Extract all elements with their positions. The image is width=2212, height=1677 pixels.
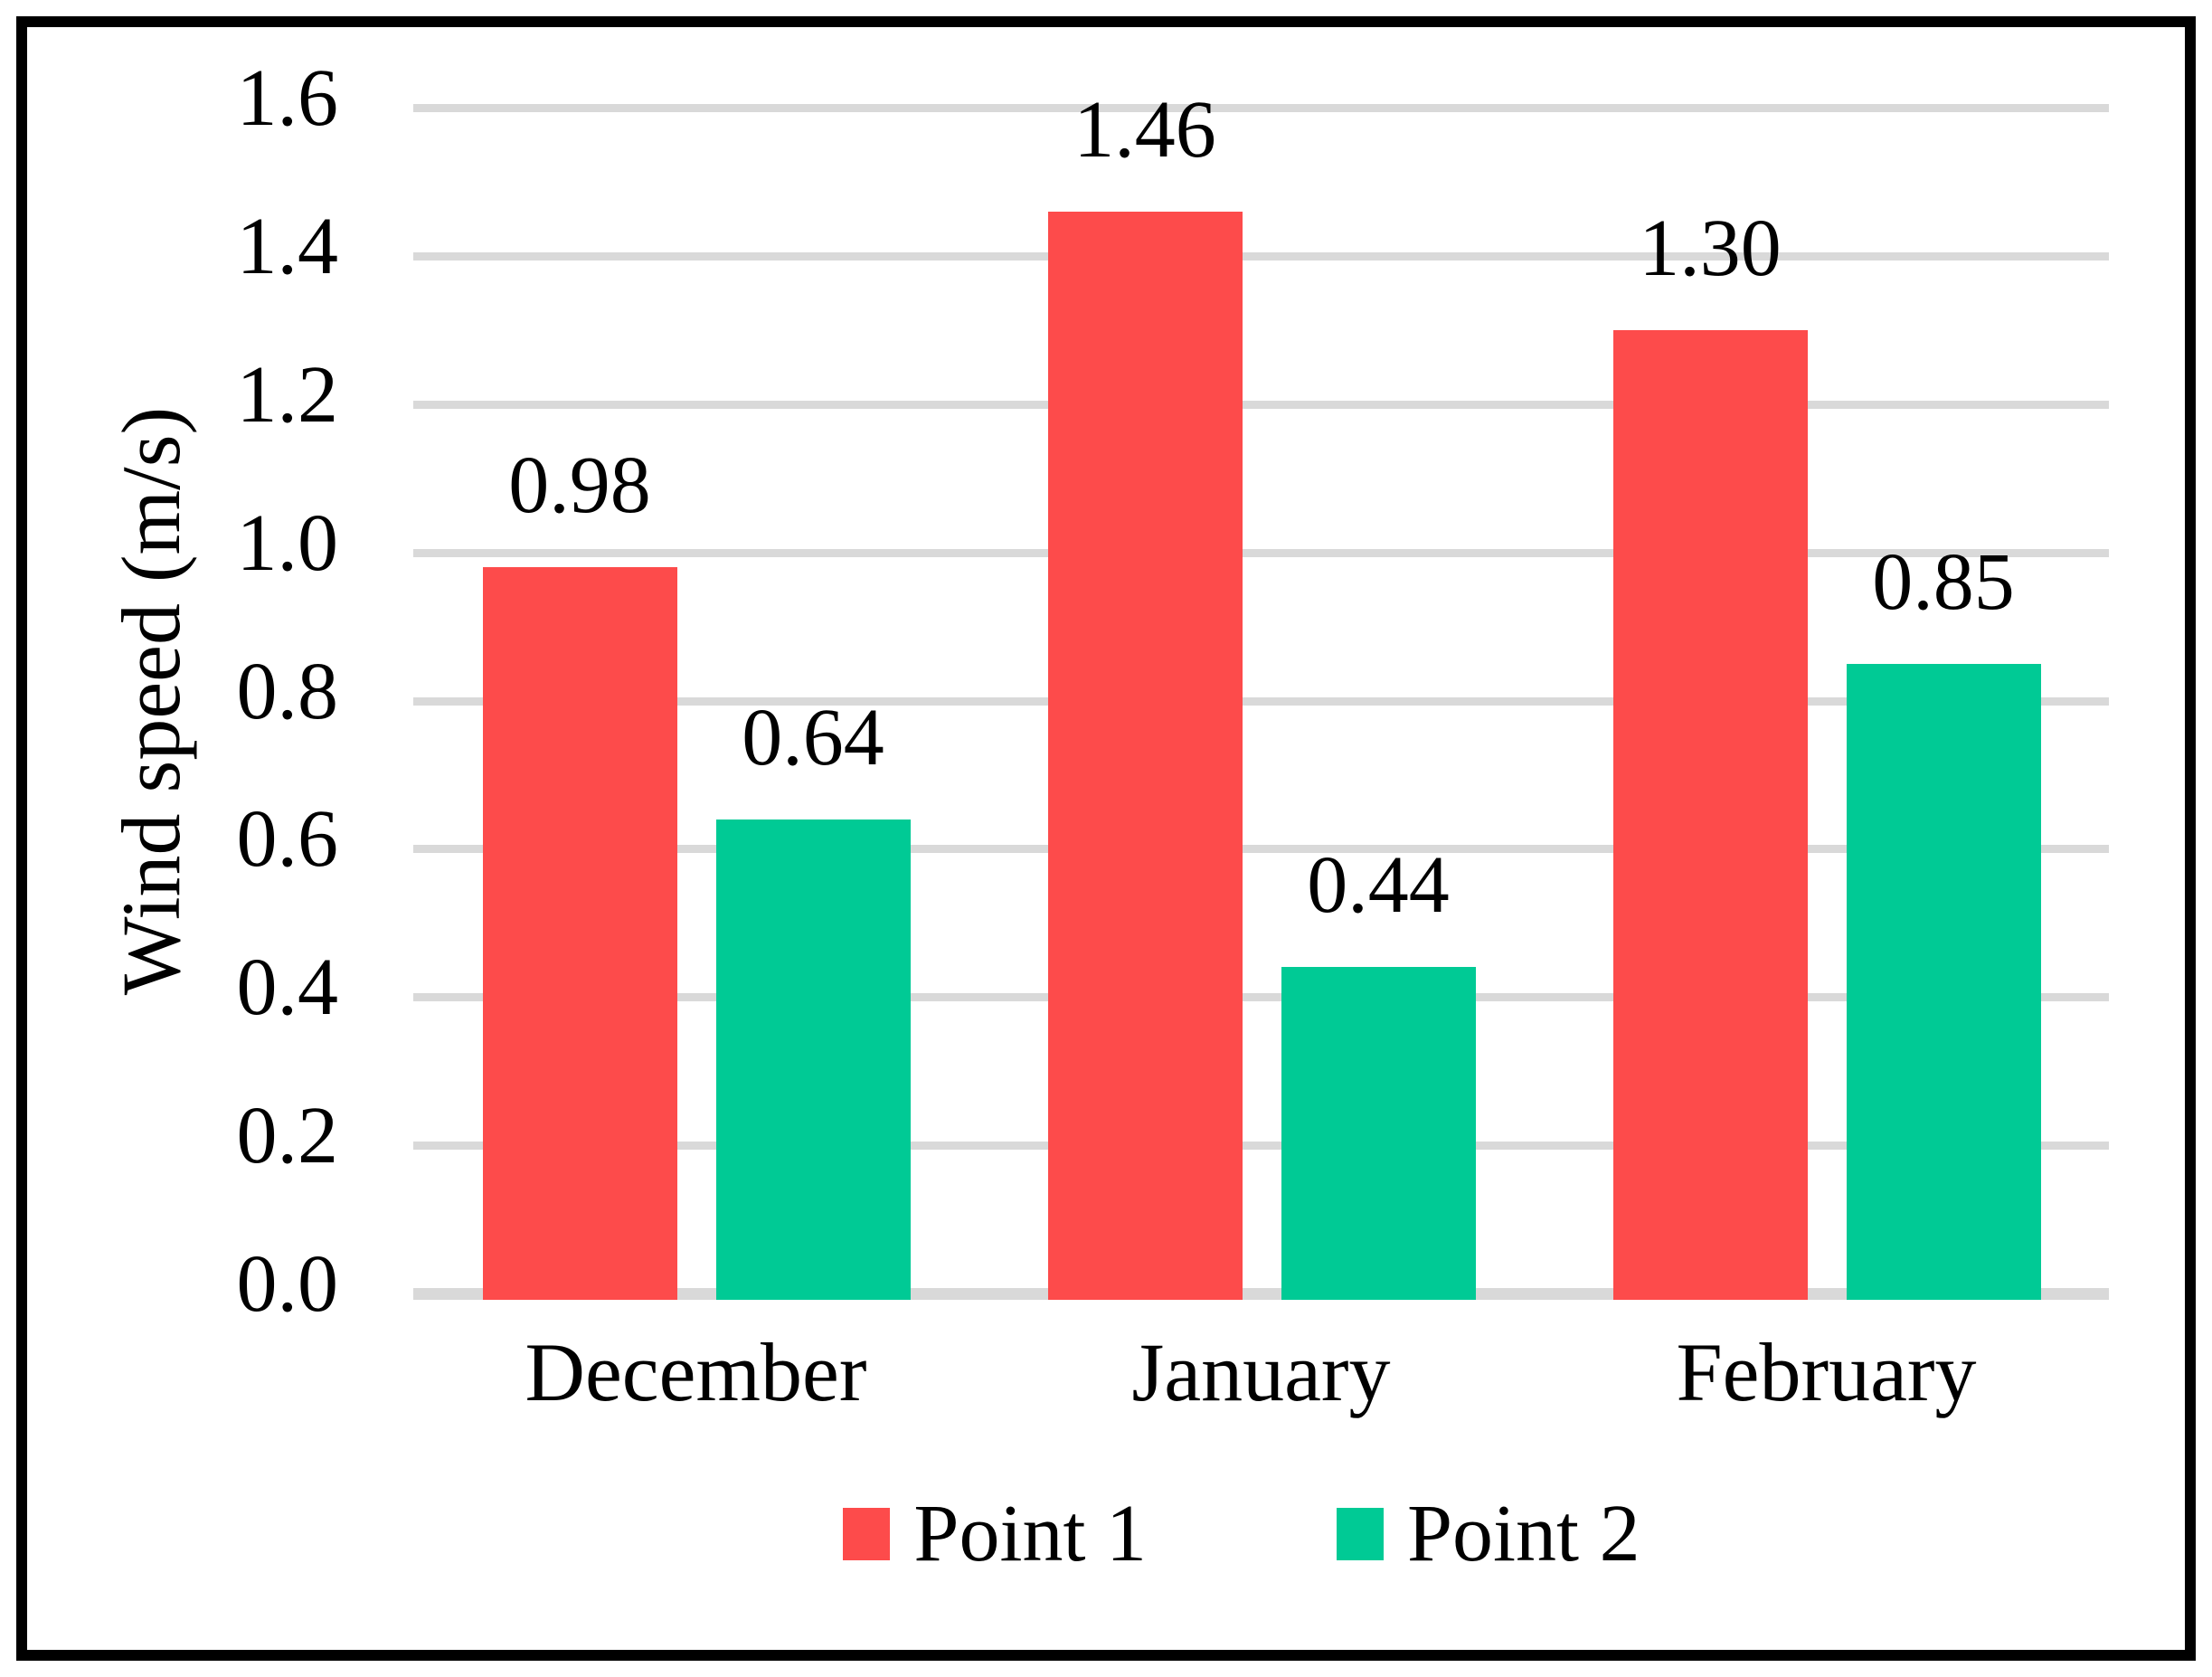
value-label-point-1-december: 0.98 <box>508 441 651 530</box>
legend-swatch-point-2 <box>1337 1507 1384 1560</box>
y-tick-label-0-6: 0.6 <box>236 794 339 885</box>
gridline-1-2 <box>413 400 2109 409</box>
x-category-label-january: January <box>1131 1326 1391 1418</box>
bar-point-1-january <box>1047 211 1243 1300</box>
value-label-point-1-february: 1.30 <box>1639 203 1782 293</box>
bar-point-2-december <box>715 819 911 1300</box>
bar-point-2-january <box>1281 967 1476 1300</box>
legend: Point 1 Point 2 <box>136 1482 2212 1586</box>
value-label-point-2-february: 0.85 <box>1872 536 2015 627</box>
gridline-0-4 <box>413 993 2109 1002</box>
y-tick-label-0-0: 0.0 <box>236 1239 339 1329</box>
bar-point-2-february <box>1846 663 2041 1300</box>
bar-point-1-february <box>1612 329 1808 1300</box>
gridline-1-4 <box>413 251 2109 261</box>
y-tick-label-0-2: 0.2 <box>236 1091 339 1181</box>
x-category-label-february: February <box>1676 1326 1977 1418</box>
y-tick-label-1-4: 1.4 <box>236 201 339 291</box>
y-tick-label-0-8: 0.8 <box>236 646 339 736</box>
y-tick-label-1-0: 1.0 <box>236 497 339 588</box>
value-label-point-1-january: 1.46 <box>1073 84 1216 175</box>
legend-item-point-2: Point 2 <box>1337 1482 1640 1586</box>
gridline-1-6 <box>413 104 2109 112</box>
legend-label-point-1: Point 1 <box>913 1489 1147 1578</box>
legend-item-point-1: Point 1 <box>843 1482 1147 1586</box>
legend-label-point-2: Point 2 <box>1407 1489 1640 1578</box>
x-category-label-december: December <box>525 1326 867 1418</box>
bar-point-1-december <box>482 567 677 1300</box>
gridline-0-6 <box>413 845 2109 854</box>
value-label-point-2-december: 0.64 <box>742 692 884 782</box>
gridline-0-2 <box>413 1142 2109 1151</box>
gridline-0-8 <box>413 696 2109 706</box>
value-label-point-2-january: 0.44 <box>1307 840 1450 931</box>
legend-swatch-point-1 <box>843 1507 891 1560</box>
y-tick-label-1-6: 1.6 <box>236 53 339 143</box>
y-tick-label-0-4: 0.4 <box>236 943 339 1033</box>
y-tick-label-1-2: 1.2 <box>236 349 339 440</box>
gridline-1-0 <box>413 548 2109 557</box>
